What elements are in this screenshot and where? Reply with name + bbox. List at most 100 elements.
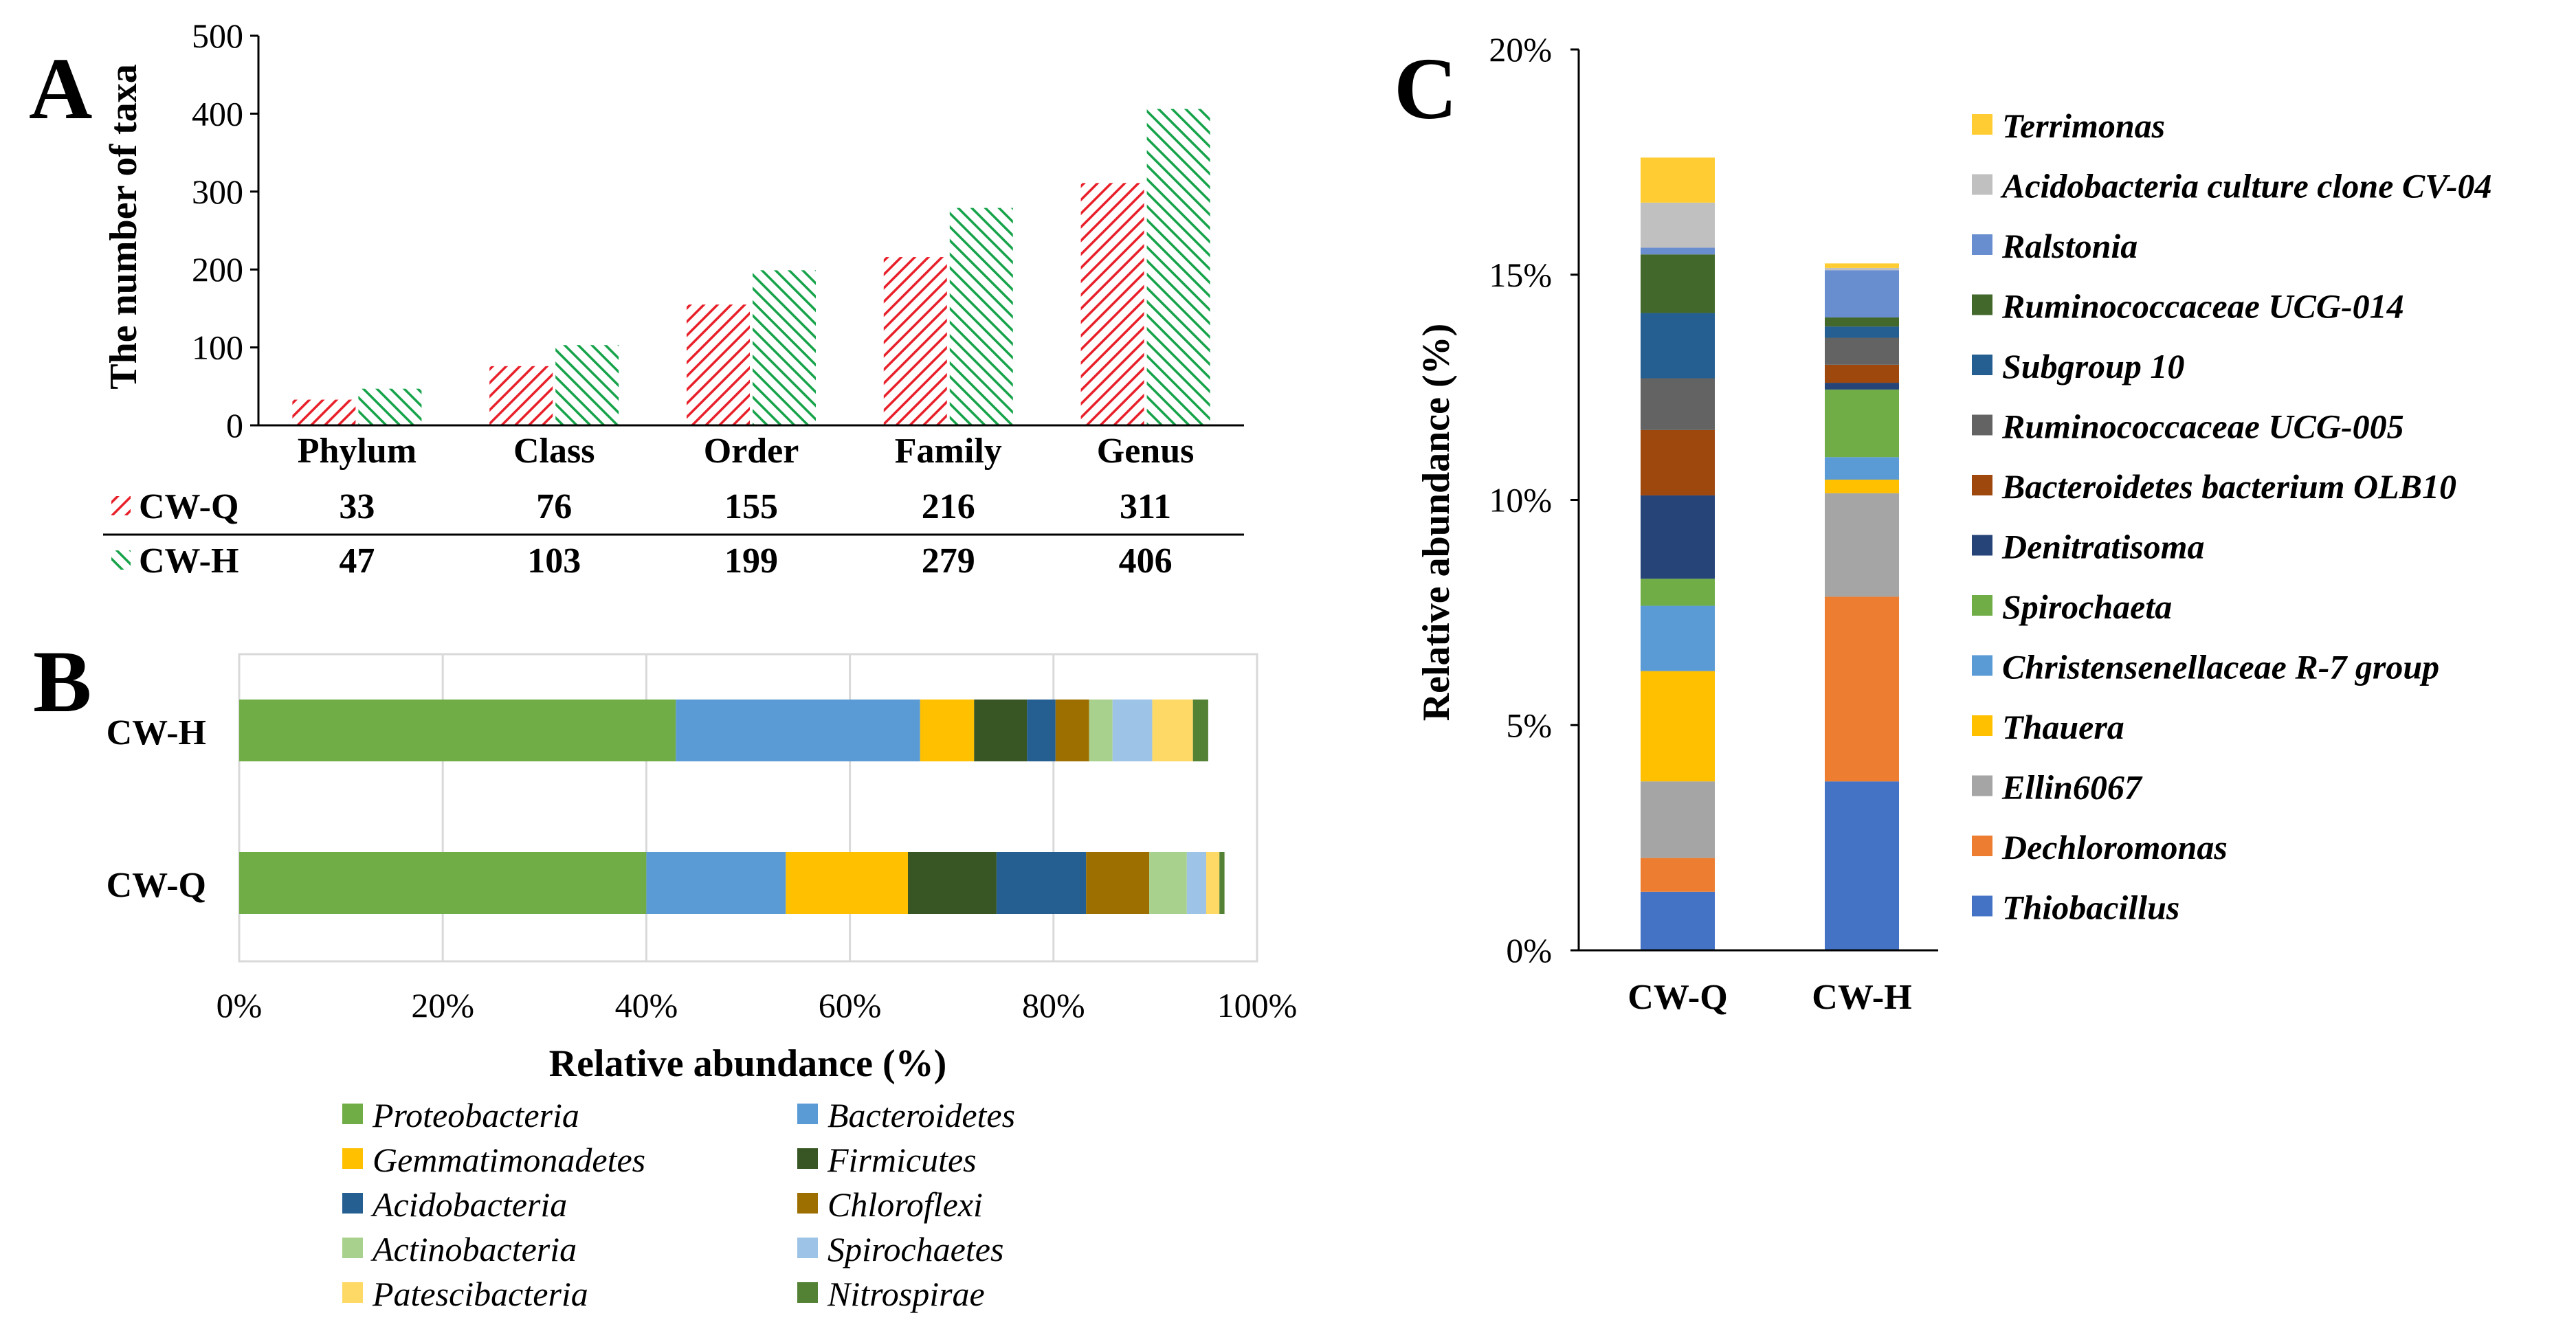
panel-a-bar-cw-q-phylum [292, 399, 356, 425]
panel-a-bar-cw-q-family [883, 257, 947, 425]
panel-b-segment-cw-q-spirochaetes [1186, 852, 1206, 914]
panel-a-table-legend-key-cw-h [111, 550, 131, 570]
panel-c-legend-label-subgroup-10: Subgroup 10 [2002, 347, 2184, 385]
panel-b-legend-label-chloroflexi: Chloroflexi [828, 1185, 983, 1224]
panel-a-category-label-family: Family [895, 432, 1002, 471]
panel-b-x-tick-label: 20% [411, 986, 474, 1025]
panel-b-segment-cw-h-chloroflexi [1055, 700, 1089, 761]
panel-c-segment-cw-h-terrimonas [1825, 263, 1899, 268]
panel-b-segment-cw-q-patescibacteria [1206, 852, 1220, 914]
panel-b-category-label-cw-q: CW-Q [107, 866, 206, 905]
panel-c-legend-label-ruminococcaceae-ucg-014: Ruminococcaceae UCG-014 [2001, 287, 2404, 326]
panel-c-legend-label-christensenellaceae-r-7-group: Christensenellaceae R-7 group [2002, 648, 2439, 686]
panel-b-legend-label-nitrospirae: Nitrospirae [827, 1275, 985, 1313]
panel-a-bar-cw-h-family [949, 208, 1013, 425]
panel-b-legend-swatch-firmicutes [797, 1148, 818, 1169]
panel-b-x-tick-label: 40% [615, 986, 678, 1025]
panel-a-bar-cw-q-class [489, 366, 553, 425]
panel-b-legend-label-gemmatimonadetes: Gemmatimonadetes [373, 1141, 645, 1179]
panel-b-segment-cw-q-bacteroidetes [646, 852, 786, 914]
panel-b-legend-swatch-actinobacteria [342, 1238, 363, 1258]
panel-c-legend-swatch-denitratisoma [1972, 535, 1992, 556]
panel-a-y-axis-title: The number of taxa [102, 64, 145, 389]
panel-a-bar-cw-h-class [555, 345, 619, 425]
panel-a-table-legend-key-cw-q [111, 496, 131, 515]
panel-a-table-value-cw-q-phylum: 33 [339, 487, 375, 526]
panel-a-y-tick-label: 0 [226, 406, 243, 445]
panel-b-segment-cw-h-actinobacteria [1089, 700, 1113, 761]
panel-b-segment-cw-h-acidobacteria [1027, 700, 1056, 761]
panel-b-legend-swatch-chloroflexi [797, 1193, 818, 1214]
panel-a-table-value-cw-h-genus: 406 [1119, 541, 1173, 581]
panel-b-legend-label-spirochaetes: Spirochaetes [828, 1230, 1003, 1268]
panel-a-table-series-label: CW-Q [139, 487, 238, 526]
panel-b-phylum-abundance-chart: CW-H CW-Q 0% 20% 40% 60% 80% 100% Relative abu… [107, 653, 1297, 1313]
panel-b-x-tick-label: 60% [819, 986, 882, 1025]
panel-b-segment-cw-h-patescibacteria [1152, 700, 1193, 761]
panel-a-table-value-cw-q-family: 216 [922, 487, 975, 526]
panel-c-segment-cw-q-subgroup-10 [1641, 313, 1715, 379]
panel-c-y-tick-label: 15% [1489, 256, 1552, 294]
panel-b-legend-swatch-proteobacteria [342, 1104, 363, 1124]
panel-a-y-tick-label: 300 [192, 172, 243, 211]
panel-b-segment-cw-q-acidobacteria [996, 852, 1087, 914]
panel-b-legend-label-proteobacteria: Proteobacteria [372, 1096, 579, 1134]
panel-c-segment-cw-q-spirochaeta [1641, 579, 1715, 606]
panel-a-table-value-cw-q-order: 155 [724, 487, 778, 526]
panel-c-segment-cw-h-subgroup-10 [1825, 326, 1899, 338]
panel-c-legend-swatch-subgroup-10 [1972, 355, 1992, 375]
panel-c-segment-cw-q-terrimonas [1641, 157, 1715, 203]
panel-c-legend-label-acidobacteria-culture-clone-cv-04: Acidobacteria culture clone CV-04 [2000, 167, 2491, 205]
panel-c-legend-label-terrimonas: Terrimonas [2002, 107, 2165, 145]
panel-b-segment-cw-q-proteobacteria [239, 852, 647, 914]
panel-c-segment-cw-h-dechloromonas [1825, 596, 1899, 782]
panel-c-segment-cw-h-ellin6067 [1825, 493, 1899, 597]
panel-b-segment-cw-q-actinobacteria [1149, 852, 1187, 914]
panel-c-segment-cw-q-denitratisoma [1641, 495, 1715, 579]
panel-a-table-value-cw-h-order: 199 [724, 541, 778, 581]
panel-b-segment-cw-h-gemmatimonadetes [920, 700, 975, 761]
panel-c-y-tick-label: 10% [1489, 481, 1552, 519]
panel-b-legend-swatch-nitrospirae [797, 1282, 818, 1303]
panel-label-a: A [29, 40, 92, 137]
panel-c-legend-swatch-ralstonia [1972, 234, 1992, 255]
panel-a-taxa-count-chart: The number of taxa 0 100 200 300 400 500 Phyl… [102, 16, 1244, 581]
panel-c-segment-cw-q-ruminococcaceae-ucg-014 [1641, 254, 1715, 313]
panel-a-category-label-order: Order [704, 432, 799, 471]
panel-c-legend-label-ellin6067: Ellin6067 [2001, 768, 2143, 807]
panel-a-table-value-cw-h-class: 103 [527, 541, 581, 581]
panel-b-legend-swatch-patescibacteria [342, 1282, 363, 1303]
panel-b-legend-swatch-bacteroidetes [797, 1104, 818, 1124]
panel-label-b: B [33, 633, 91, 730]
panel-b-legend-label-acidobacteria: Acidobacteria [370, 1185, 567, 1224]
panel-b-segment-cw-h-firmicutes [974, 700, 1028, 761]
panel-c-segment-cw-h-thauera [1825, 480, 1899, 493]
panel-a-table-series-label: CW-H [139, 541, 238, 581]
panel-a-category-label-class: Class [513, 432, 595, 471]
panel-a-bar-cw-h-order [753, 270, 816, 425]
panel-b-x-axis-title: Relative abundance (%) [549, 1042, 947, 1085]
panel-c-legend-label-dechloromonas: Dechloromonas [2001, 828, 2228, 866]
panel-c-segment-cw-q-thauera [1641, 671, 1715, 782]
panel-label-c: C [1394, 40, 1457, 137]
panel-b-legend-label-actinobacteria: Actinobacteria [370, 1230, 577, 1268]
panel-c-segment-cw-q-thiobacillus [1641, 891, 1715, 950]
panel-c-y-tick-label: 0% [1506, 931, 1552, 970]
panel-c-legend-swatch-acidobacteria-culture-clone-cv-04 [1972, 174, 1992, 195]
panel-a-y-tick-label: 100 [192, 328, 243, 367]
panel-c-segment-cw-q-ruminococcaceae-ucg-005 [1641, 378, 1715, 430]
panel-b-legend-label-bacteroidetes: Bacteroidetes [828, 1096, 1015, 1134]
panel-b-segment-cw-h-spirochaetes [1112, 700, 1153, 761]
panel-a-category-label-phylum: Phylum [298, 432, 417, 471]
panel-b-segment-cw-q-chloroflexi [1086, 852, 1150, 914]
panel-c-segment-cw-q-dechloromonas [1641, 858, 1715, 892]
panel-c-segment-cw-h-thiobacillus [1825, 781, 1899, 950]
panel-c-legend-swatch-spirochaeta [1972, 595, 1992, 616]
panel-c-legend-label-denitratisoma: Denitratisoma [2001, 528, 2204, 566]
panel-c-segment-cw-h-ralstonia [1825, 270, 1899, 318]
panel-b-x-tick-label: 0% [216, 986, 263, 1025]
panel-a-bar-cw-h-phylum [358, 388, 422, 425]
panel-b-x-tick-label: 80% [1022, 986, 1085, 1025]
panel-c-legend-swatch-thauera [1972, 715, 1992, 736]
panel-c-segment-cw-h-spirochaeta [1825, 389, 1899, 458]
